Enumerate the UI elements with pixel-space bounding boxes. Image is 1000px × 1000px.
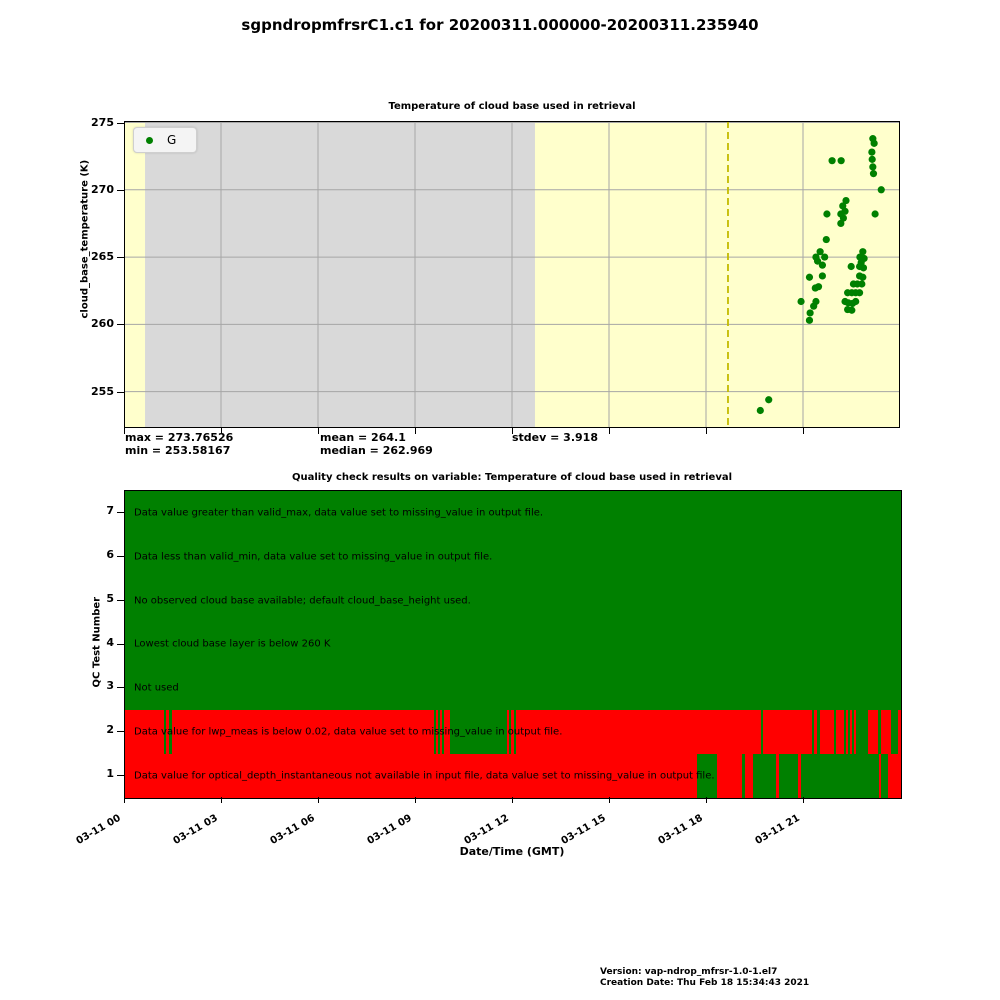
scatter-plot <box>124 121 900 428</box>
qc-pass-segment <box>163 710 166 755</box>
x-tick-mark <box>415 428 416 434</box>
y-tick-label: 270 <box>91 182 114 196</box>
x-tick-mark <box>803 428 804 434</box>
qc-y-tick-label: 5 <box>106 591 114 605</box>
qc-y-tick-mark <box>117 775 124 777</box>
qc-y-tick-label: 6 <box>106 547 114 561</box>
scatter-title: Temperature of cloud base used in retrie… <box>388 101 636 112</box>
qc-y-tick-label: 2 <box>106 723 114 737</box>
qc-row-label: Data less than valid_min, data value set… <box>134 551 493 563</box>
y-tick-label: 265 <box>91 250 114 264</box>
footer-version: Version: vap-ndrop_mfrsr-1.0-1.el7 <box>600 967 778 977</box>
qc-pass-segment <box>833 710 837 755</box>
qc-y-tick-mark <box>117 555 124 557</box>
qc-row-label: Lowest cloud base layer is below 260 K <box>134 638 331 650</box>
qc-pass-segment <box>817 710 820 755</box>
x-tick-mark <box>221 428 222 434</box>
qc-x-tick-mark <box>124 797 125 803</box>
stat-stdev: stdev = 3.918 <box>512 431 598 444</box>
qc-row-label: No observed cloud base available; defaul… <box>134 595 471 607</box>
y-tick-mark <box>117 189 124 191</box>
y-tick-mark <box>117 324 124 326</box>
qc-pass-segment <box>441 710 444 755</box>
stat-max: max = 273.76526 <box>125 431 234 444</box>
y-tick-mark <box>117 257 124 259</box>
qc-row-label: Data value for lwp_meas is below 0.02, d… <box>134 726 563 738</box>
page-title: sgpndropmfrsrC1.c1 for 20200311.000000-2… <box>241 16 759 34</box>
qc-x-tick-mark <box>221 797 222 803</box>
footer-creation-date: Creation Date: Thu Feb 18 15:34:43 2021 <box>600 978 810 988</box>
qc-row-test-6: Data less than valid_min, data value set… <box>125 534 901 579</box>
y-tick-label: 255 <box>91 384 114 398</box>
y-tick-label: 260 <box>91 317 114 331</box>
qc-x-tick-mark <box>609 797 610 803</box>
qc-y-tick-label: 3 <box>106 679 114 693</box>
qc-pass-segment <box>851 710 855 755</box>
qc-y-tick-mark <box>117 643 124 645</box>
qc-pass-segment <box>433 710 437 755</box>
qc-pass-segment <box>742 754 746 798</box>
x-axis-label: Date/Time (GMT) <box>459 845 565 858</box>
qc-row-test-1: Data value for optical_depth_instantaneo… <box>125 754 901 798</box>
qc-pass-segment <box>753 754 777 798</box>
qc-pass-segment <box>811 710 815 755</box>
y-tick-mark <box>117 391 124 393</box>
qc-plot: Data value greater than valid_max, data … <box>124 490 902 799</box>
qc-pass-segment <box>513 710 517 755</box>
qc-x-tick-mark <box>706 797 707 803</box>
y-tick-mark <box>117 122 124 124</box>
qc-pass-segment <box>778 754 798 798</box>
x-tick-mark <box>124 428 125 434</box>
qc-pass-segment <box>878 710 881 755</box>
x-tick-mark <box>512 428 513 434</box>
x-tick-label: 03-11 00 <box>74 812 123 847</box>
x-tick-mark <box>706 428 707 434</box>
qc-pass-segment <box>438 710 440 755</box>
qc-title: Quality check results on variable: Tempe… <box>291 472 733 483</box>
stat-min: min = 253.58167 <box>125 444 231 457</box>
qc-row-test-5: No observed cloud base available; defaul… <box>125 578 901 623</box>
qc-y-tick-label: 4 <box>106 635 114 649</box>
x-tick-mark <box>609 428 610 434</box>
legend: G <box>133 127 197 153</box>
qc-x-tick-mark <box>512 797 513 803</box>
qc-pass-segment <box>697 754 717 798</box>
qc-y-tick-mark <box>117 731 124 733</box>
x-tick-mark <box>318 428 319 434</box>
scatter-ylabel: cloud_base_temperature (K) <box>79 159 91 319</box>
qc-y-tick-mark <box>117 511 124 513</box>
y-tick-label: 275 <box>91 115 114 129</box>
qc-pass-segment <box>169 710 173 755</box>
qc-pass-segment <box>847 710 851 755</box>
qc-row-label: Data value for optical_depth_instantaneo… <box>134 770 715 782</box>
stat-median: median = 262.969 <box>320 444 433 457</box>
qc-row-test-2: Data value for lwp_meas is below 0.02, d… <box>125 710 901 755</box>
qc-pass-segment <box>891 710 898 755</box>
qc-pass-segment <box>800 754 880 798</box>
qc-row-test-4: Lowest cloud base layer is below 260 K <box>125 622 901 667</box>
qc-x-tick-mark <box>803 797 804 803</box>
qc-pass-segment <box>843 710 847 755</box>
qc-pass-segment <box>509 710 512 755</box>
qc-y-tick-label: 7 <box>106 503 114 517</box>
qc-y-tick-label: 1 <box>106 767 114 781</box>
qc-row-test-7: Data value greater than valid_max, data … <box>125 491 901 535</box>
qc-pass-segment <box>881 754 888 798</box>
qc-y-tick-mark <box>117 687 124 689</box>
qc-pass-segment <box>450 710 508 755</box>
qc-row-test-3: Not used <box>125 666 901 711</box>
qc-pass-segment <box>855 710 868 755</box>
legend-marker-icon <box>146 136 153 144</box>
qc-y-tick-mark <box>117 599 124 601</box>
qc-x-tick-mark <box>318 797 319 803</box>
qc-x-tick-mark <box>415 797 416 803</box>
qc-pass-segment <box>761 710 763 755</box>
qc-row-label: Data value greater than valid_max, data … <box>134 507 544 519</box>
stat-mean: mean = 264.1 <box>320 431 406 444</box>
qc-row-label: Not used <box>134 682 179 694</box>
legend-label: G <box>167 133 177 147</box>
